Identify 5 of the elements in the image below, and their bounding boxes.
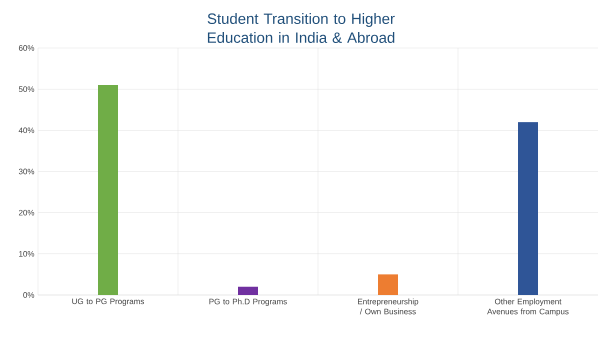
chart-title: Student Transition to Higher Education in India & Abroad [208,13,395,43]
bar [98,85,118,295]
bar [238,286,258,295]
bar [518,122,538,295]
bar [378,274,398,295]
